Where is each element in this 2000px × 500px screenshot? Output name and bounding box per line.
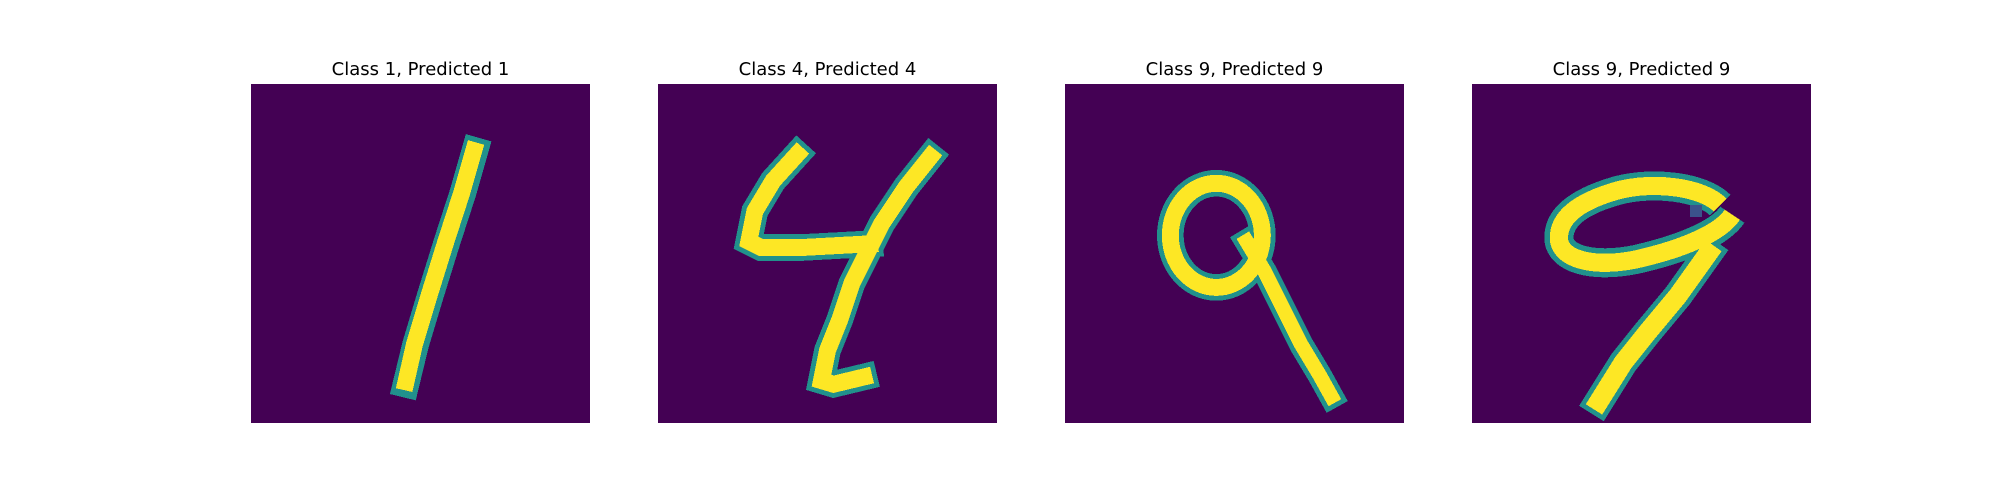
mnist-digit-image	[1065, 84, 1404, 423]
panel-title: Class 1, Predicted 1	[331, 59, 510, 80]
mnist-digit-image	[1472, 84, 1811, 423]
panel-title: Class 9, Predicted 9	[1145, 59, 1324, 80]
figure-panel-2: Class 4, Predicted 4	[658, 0, 997, 500]
panel-title: Class 9, Predicted 9	[1552, 59, 1731, 80]
figure-panel-4: Class 9, Predicted 9	[1472, 0, 1811, 500]
mnist-digit-image	[251, 84, 590, 423]
figure-panel-3: Class 9, Predicted 9	[1065, 0, 1404, 500]
mnist-digit-image	[658, 84, 997, 423]
panel-title: Class 4, Predicted 4	[738, 59, 917, 80]
figure-panel-1: Class 1, Predicted 1	[251, 0, 590, 500]
